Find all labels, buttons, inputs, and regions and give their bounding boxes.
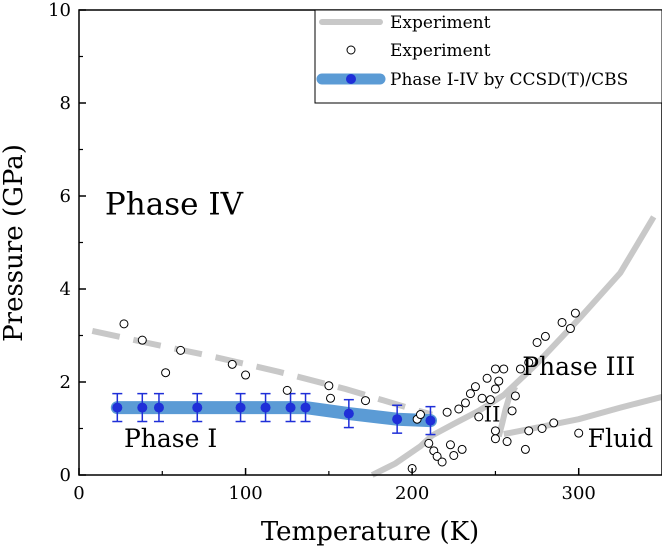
experiment-point <box>137 335 147 345</box>
experiment-point <box>227 359 237 369</box>
experiment-point <box>565 324 575 334</box>
experiment-point <box>482 373 492 383</box>
calculation-point <box>260 402 271 413</box>
y-axis-title: Pressure (GPa) <box>0 144 29 342</box>
experiment-point <box>557 317 567 327</box>
legend-frame <box>314 9 662 104</box>
calculation-point <box>235 402 246 413</box>
experiment-point <box>241 370 251 380</box>
calculation-point <box>425 415 436 426</box>
legend-label-calculation: Phase I-IV by CCSD(T)/CBS <box>390 70 628 90</box>
calculation-point <box>153 402 164 413</box>
experiment-point <box>465 389 475 399</box>
experiment-point <box>361 396 371 406</box>
experiment-boundary-line-1 <box>370 215 657 478</box>
y-tick-label: 8 <box>60 93 71 114</box>
experiment-points-layer <box>119 308 584 473</box>
phase-labels-layer: Phase IV Phase I Phase III II Fluid <box>105 187 653 454</box>
experiment-point <box>499 364 509 374</box>
y-tick-label: 0 <box>60 465 71 486</box>
experiment-point <box>494 376 504 386</box>
y-tick-label: 6 <box>60 186 71 207</box>
y-tick-label: 4 <box>60 279 71 300</box>
phase-label-3: II <box>484 403 501 427</box>
calculation-layer <box>110 392 437 436</box>
experiment-point <box>474 412 484 422</box>
experiment-point <box>490 364 500 374</box>
experiment-boundary-line-3 <box>495 385 519 438</box>
experiment-point <box>437 457 447 467</box>
experiment-point <box>502 437 512 447</box>
experiment-point <box>424 438 434 448</box>
experiment-point <box>460 398 470 408</box>
legend-label-experiment-points: Experiment <box>390 41 491 61</box>
experiment-point <box>510 391 520 401</box>
experiment-point <box>507 406 517 416</box>
y-tick-label: 10 <box>48 0 71 21</box>
x-tick-label: 200 <box>395 483 429 504</box>
x-tick-label: 100 <box>228 483 262 504</box>
calculation-point <box>285 402 296 413</box>
experiment-point <box>570 308 580 318</box>
legend: Experiment Experiment Phase I-IV by CCSD… <box>314 9 662 104</box>
legend-swatch-open-circle <box>346 45 356 55</box>
phase-label-2: Phase III <box>522 352 635 381</box>
x-tick-label: 0 <box>73 483 84 504</box>
experiment-point <box>524 357 534 367</box>
experiment-point <box>540 331 550 341</box>
calculation-point <box>137 402 148 413</box>
experiment-point <box>532 337 542 347</box>
experiment-point <box>449 450 459 460</box>
experiment-point <box>477 393 487 403</box>
experiment-point <box>326 393 336 403</box>
experiment-point <box>574 428 584 438</box>
experiment-point <box>415 410 425 420</box>
experiment-point <box>515 364 525 374</box>
experiment-point <box>490 426 500 436</box>
y-tick-label: 2 <box>60 372 71 393</box>
calculation-point <box>392 414 403 425</box>
calculation-point <box>192 402 203 413</box>
experiment-point <box>470 382 480 392</box>
legend-swatch-blue-dot <box>346 74 356 84</box>
experiment-point <box>445 440 455 450</box>
phase-label-4: Fluid <box>588 424 653 453</box>
experiment-point <box>520 444 530 454</box>
experiment-point <box>524 426 534 436</box>
experiment-point <box>432 451 442 461</box>
legend-label-experiment-line: Experiment <box>390 13 491 33</box>
experiment-point <box>490 384 500 394</box>
x-tick-label: 300 <box>562 483 596 504</box>
experiment-point <box>549 418 559 428</box>
experiment-point <box>457 444 467 454</box>
experiment-point <box>454 404 464 414</box>
axes-layer: 0 100 200 300 0 2 4 6 8 10 <box>48 0 596 504</box>
phase-label-0: Phase IV <box>105 187 244 223</box>
calculation-point <box>112 402 123 413</box>
calculation-band <box>110 401 437 428</box>
calculation-point <box>343 408 354 419</box>
experiment-point <box>161 368 171 378</box>
experiment-point <box>485 395 495 405</box>
calculation-point <box>300 402 311 413</box>
experiment-point <box>324 381 334 391</box>
experiment-point <box>490 434 500 444</box>
experiment-point <box>442 407 452 417</box>
experiment-point <box>119 319 129 329</box>
experiment-point <box>537 424 547 433</box>
phase-label-1: Phase I <box>124 424 217 453</box>
x-axis-title: Temperature (K) <box>261 517 479 547</box>
experiment-point <box>282 385 292 395</box>
experiment-point <box>176 345 186 355</box>
